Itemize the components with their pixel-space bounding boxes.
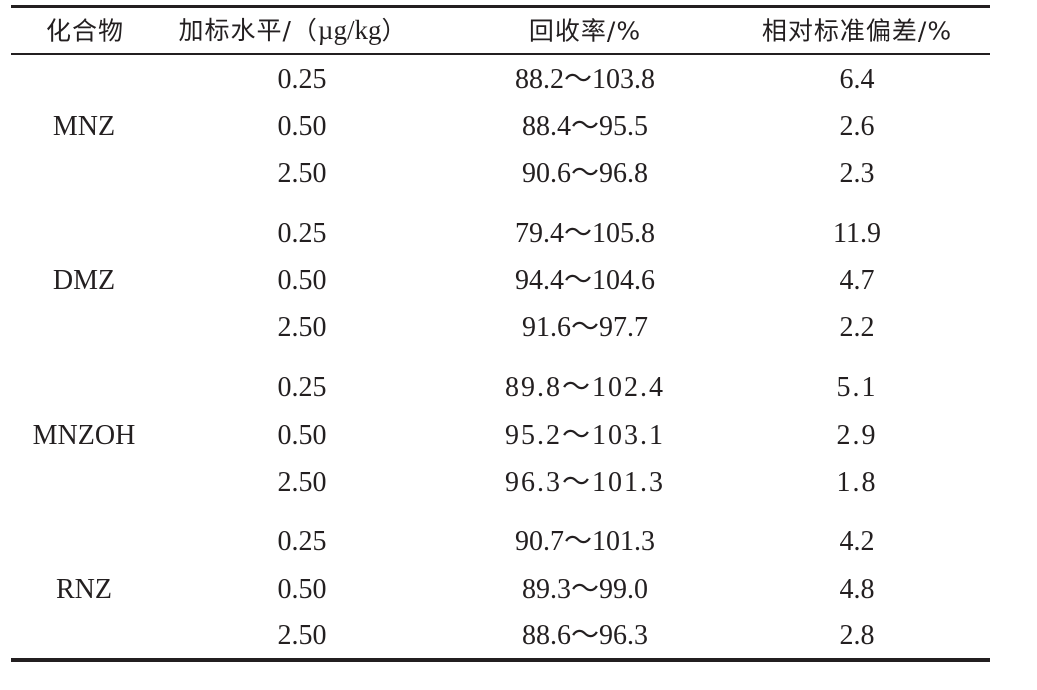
recovery-cell: 90.7～101.3 [514,526,656,557]
rsd-cell: 4.2 [839,526,875,557]
table-top-rule [11,5,990,8]
rsd-cell: 4.8 [839,574,875,605]
spike-level-cell: 0.25 [277,526,327,557]
header-spike-level-unit: µg/kg [317,15,382,45]
header-compound: 化合物 [45,16,125,46]
header-recovery: 回收率/% [528,16,642,46]
rsd-cell: 4.7 [839,265,875,296]
recovery-cell: 88.6～96.3 [521,620,649,651]
recovery-cell: 79.4～105.8 [514,218,656,249]
spike-level-cell: 2.50 [277,312,327,343]
header-spike-level-close: ） [381,16,408,45]
recovery-cell: 91.6～97.7 [521,312,649,343]
recovery-cell: 88.4～95.5 [521,111,649,142]
spike-level-cell: 0.25 [277,218,327,249]
spike-level-cell: 0.25 [277,64,327,95]
spike-level-cell: 2.50 [277,467,327,498]
recovery-cell: 89.3～99.0 [521,574,649,605]
compound-label: DMZ [52,265,116,296]
rsd-cell: 6.4 [839,64,875,95]
spike-level-cell: 0.50 [277,265,327,296]
recovery-cell: 94.4～104.6 [514,265,656,296]
recovery-cell: 88.2～103.8 [514,64,656,95]
rsd-cell: 11.9 [833,218,881,249]
rsd-cell: 2.6 [839,111,875,142]
rsd-cell: 2.2 [839,312,875,343]
spike-level-cell: 0.25 [277,372,327,403]
recovery-cell: 90.6～96.8 [521,158,649,189]
table-header-rule [11,53,990,55]
rsd-cell: 2.8 [839,620,875,651]
spike-level-cell: 2.50 [277,620,327,651]
header-spike-level: 加标水平/（µg/kg） [178,17,407,45]
recovery-cell: 96.3～101.3 [504,467,666,498]
header-rsd: 相对标准偏差/% [761,16,953,46]
rsd-cell: 1.8 [836,467,878,498]
spike-level-cell: 0.50 [277,111,327,142]
spike-level-cell: 0.50 [277,574,327,605]
rsd-cell: 2.3 [839,158,875,189]
spike-level-cell: 2.50 [277,158,327,189]
recovery-cell: 89.8～102.4 [504,372,666,403]
compound-label: MNZ [52,111,116,142]
compound-label: MNZOH [32,420,136,451]
compound-label: RNZ [56,574,112,605]
rsd-cell: 5.1 [836,372,878,403]
spike-level-cell: 0.50 [277,420,327,451]
header-spike-level-label: 加标水平/（ [178,16,318,45]
table-bottom-rule [11,658,990,662]
recovery-cell: 95.2～103.1 [504,420,666,451]
rsd-cell: 2.9 [836,420,878,451]
